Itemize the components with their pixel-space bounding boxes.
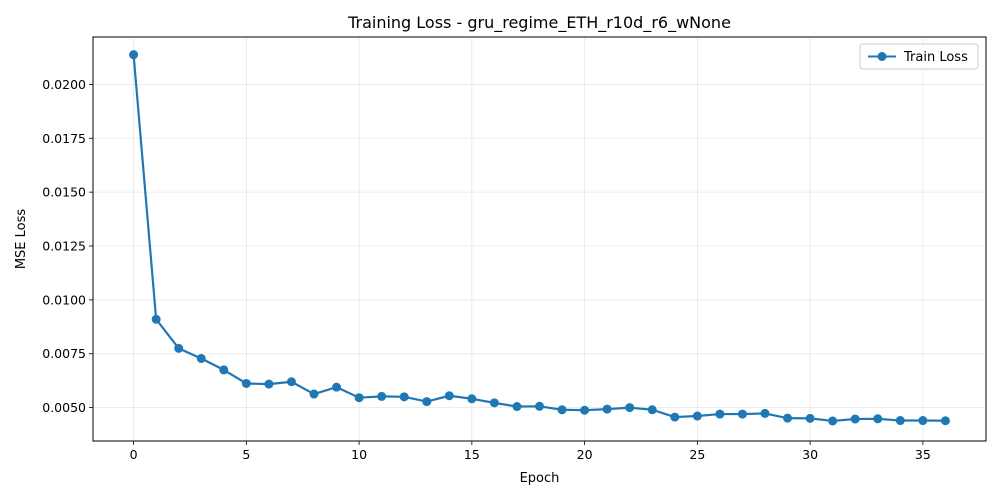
train-loss-point <box>377 391 387 401</box>
train-loss-point <box>692 411 702 421</box>
train-loss-point <box>895 416 905 426</box>
train-loss-point <box>805 413 815 423</box>
train-loss-point <box>535 401 544 411</box>
x-axis: 0 5 10 15 20 25 30 35 <box>130 441 931 462</box>
train-loss-point <box>422 397 432 407</box>
train-loss-point <box>760 408 770 418</box>
legend-box <box>859 43 979 70</box>
train-loss-point <box>580 405 590 415</box>
plot-frame <box>92 36 987 442</box>
y-tick-label: 0.0150 <box>42 185 86 200</box>
train-loss-point <box>715 409 725 419</box>
train-loss-point <box>196 353 206 363</box>
series-layer <box>129 50 950 426</box>
train-loss-point <box>467 394 477 404</box>
x-tick-label: 10 <box>351 447 367 462</box>
train-loss-point <box>264 379 274 389</box>
legend-marker <box>877 52 887 61</box>
train-loss-point <box>309 389 319 399</box>
train-loss-point <box>129 50 139 60</box>
legend: Train Loss <box>859 43 979 70</box>
y-tick-label: 0.0100 <box>42 292 86 307</box>
x-tick-label: 15 <box>464 447 480 462</box>
y-tick-label: 0.0200 <box>42 77 86 92</box>
y-tick-label: 0.0125 <box>42 239 86 254</box>
train-loss-point <box>286 377 296 387</box>
y-axis-title: MSE Loss <box>14 209 29 270</box>
train-loss-point <box>557 405 567 415</box>
train-loss-point <box>918 416 928 426</box>
x-tick-label: 0 <box>130 447 138 462</box>
train-loss-point <box>151 314 161 324</box>
train-loss-point <box>444 391 454 401</box>
train-loss-point <box>219 365 229 375</box>
train-loss-point <box>828 416 838 426</box>
train-loss-point <box>241 378 251 388</box>
x-axis-title: Epoch <box>520 471 560 486</box>
train-loss-point <box>602 404 612 414</box>
legend-label: Train Loss <box>903 50 968 65</box>
y-tick-label: 0.0050 <box>42 400 86 415</box>
train-loss-point <box>512 402 522 412</box>
y-tick-label: 0.0175 <box>42 131 86 146</box>
x-tick-label: 5 <box>242 447 250 462</box>
train-loss-point <box>489 398 499 408</box>
train-loss-point <box>647 405 657 415</box>
x-tick-label: 20 <box>577 447 593 462</box>
x-tick-label: 30 <box>802 447 818 462</box>
x-tick-label: 25 <box>689 447 705 462</box>
x-tick-label: 35 <box>915 447 931 462</box>
train-loss-point <box>850 414 860 424</box>
train-loss-point <box>873 414 883 424</box>
train-loss-point <box>670 412 680 422</box>
y-tick-label: 0.0075 <box>42 346 86 361</box>
y-axis: 0.0050 0.0075 0.0100 0.0125 0.0150 0.0175 0.02… <box>42 77 93 415</box>
train-loss-point <box>737 409 747 419</box>
train-loss-point <box>399 392 409 402</box>
train-loss-point <box>625 403 635 413</box>
train-loss-point <box>332 382 342 392</box>
train-loss-point <box>940 416 950 426</box>
chart-title: Training Loss - gru_regime_ETH_r10d_r6_w… <box>347 13 731 33</box>
grid <box>93 37 986 441</box>
train-loss-point <box>783 413 793 423</box>
train-loss-point <box>354 393 364 403</box>
train-loss-point <box>174 343 184 353</box>
